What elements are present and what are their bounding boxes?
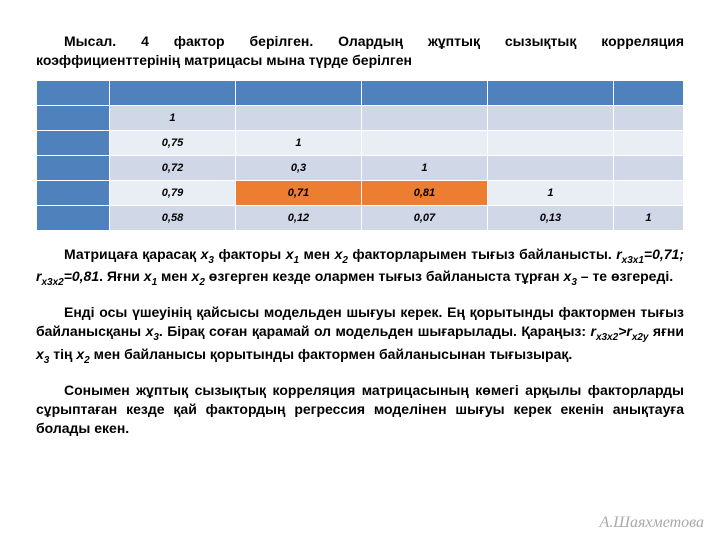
signature: А.Шаяхметова [600, 514, 705, 532]
table-row: 0,751 [37, 130, 684, 155]
matrix-cell: 0,81 [361, 180, 487, 205]
header-row [37, 80, 684, 105]
matrix-cell: 0,12 [235, 205, 361, 230]
matrix-cell [487, 155, 613, 180]
intro-paragraph: Мысал. 4 фактор берілген. Олардың жұптық… [36, 32, 684, 70]
matrix-cell [613, 155, 683, 180]
paragraph-3: Сонымен жұптық сызықтық корреляция матри… [36, 381, 684, 438]
matrix-cell [487, 130, 613, 155]
table-row: 1 [37, 105, 684, 130]
matrix-cell: 1 [487, 180, 613, 205]
matrix-cell: 0,71 [235, 180, 361, 205]
matrix-cell: 0,13 [487, 205, 613, 230]
matrix-cell: 1 [361, 155, 487, 180]
paragraph-1: Матрицаға қарасақ x3 факторы x1 мен x2 ф… [36, 245, 684, 290]
matrix-cell [613, 105, 683, 130]
matrix-cell: 1 [613, 205, 683, 230]
matrix-cell: 0,58 [110, 205, 236, 230]
matrix-cell [613, 180, 683, 205]
matrix-cell [613, 130, 683, 155]
matrix-cell [487, 105, 613, 130]
matrix-cell: 0,79 [110, 180, 236, 205]
correlation-matrix: 10,7510,720,310,790,710,8110,580,120,070… [36, 80, 684, 231]
matrix-cell [361, 105, 487, 130]
matrix-cell [235, 105, 361, 130]
matrix-cell: 1 [110, 105, 236, 130]
matrix-cell: 0,07 [361, 205, 487, 230]
matrix-cell: 1 [235, 130, 361, 155]
paragraph-2: Енді осы үшеуінің қайсысы модельден шығу… [36, 303, 684, 366]
matrix-cell: 0,72 [110, 155, 236, 180]
matrix-cell [361, 130, 487, 155]
table-row: 0,720,31 [37, 155, 684, 180]
matrix-cell: 0,3 [235, 155, 361, 180]
table-row: 0,790,710,811 [37, 180, 684, 205]
matrix-cell: 0,75 [110, 130, 236, 155]
table-row: 0,580,120,070,131 [37, 205, 684, 230]
